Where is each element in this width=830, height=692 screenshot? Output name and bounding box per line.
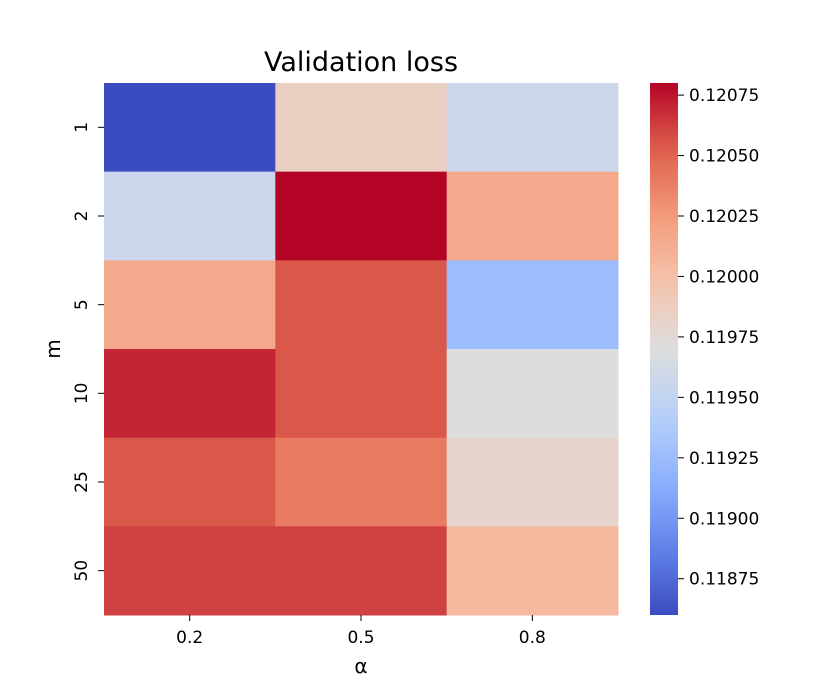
y-tick-label: 1 [72, 122, 92, 133]
heatmap-cell [104, 526, 276, 616]
heatmap-cell [275, 526, 448, 616]
colorbar-tick-label: 0.12075 [689, 86, 759, 106]
y-tick-label: 2 [72, 211, 92, 222]
heatmap-cell [104, 437, 276, 527]
heatmap-cell [104, 171, 276, 261]
chart-title: Validation loss [264, 47, 458, 78]
heatmap-cell [446, 260, 619, 350]
colorbar-tick-label: 0.12000 [689, 267, 759, 287]
colorbar-tick-label: 0.11900 [689, 509, 759, 529]
colorbar-tick-label: 0.11875 [689, 570, 759, 590]
heatmap-cell [446, 437, 619, 527]
heatmap-cell [446, 83, 619, 173]
colorbar [650, 83, 678, 615]
x-axis-label: α [354, 654, 367, 678]
colorbar-tick-label: 0.12025 [689, 207, 759, 227]
heatmap-cell [275, 260, 448, 350]
y-axis-label: m [41, 339, 65, 358]
y-tick-label: 50 [72, 560, 92, 582]
x-tick-label: 0.5 [347, 628, 374, 648]
x-tick-label: 0.2 [176, 628, 203, 648]
heatmap-cell [446, 171, 619, 261]
heatmap-cell [275, 171, 448, 261]
colorbar-tick-label: 0.12050 [689, 147, 759, 167]
heatmap-cell [104, 349, 276, 439]
heatmap-cell [446, 526, 619, 616]
heatmap-cell [446, 349, 619, 439]
y-tick-label: 25 [72, 471, 92, 493]
heatmap-cell [275, 349, 448, 439]
colorbar-tick-label: 0.11950 [689, 388, 759, 408]
x-axis-ticks: 0.2 0.5 0.8 [176, 615, 546, 648]
heatmap-cell [275, 83, 448, 173]
colorbar-tick-label: 0.11925 [689, 449, 759, 469]
y-tick-label: 10 [72, 383, 92, 405]
x-tick-label: 0.8 [519, 628, 546, 648]
heatmap-cell [104, 260, 276, 350]
colorbar-tick-label: 0.11975 [689, 328, 759, 348]
heatmap-cells [104, 83, 619, 616]
heatmap-cell [275, 437, 448, 527]
colorbar-ticks: 0.11875 0.11900 0.11925 0.11950 0.11975 0.120… [678, 86, 759, 590]
heatmap-cell [104, 83, 276, 173]
y-tick-label: 5 [72, 299, 92, 310]
